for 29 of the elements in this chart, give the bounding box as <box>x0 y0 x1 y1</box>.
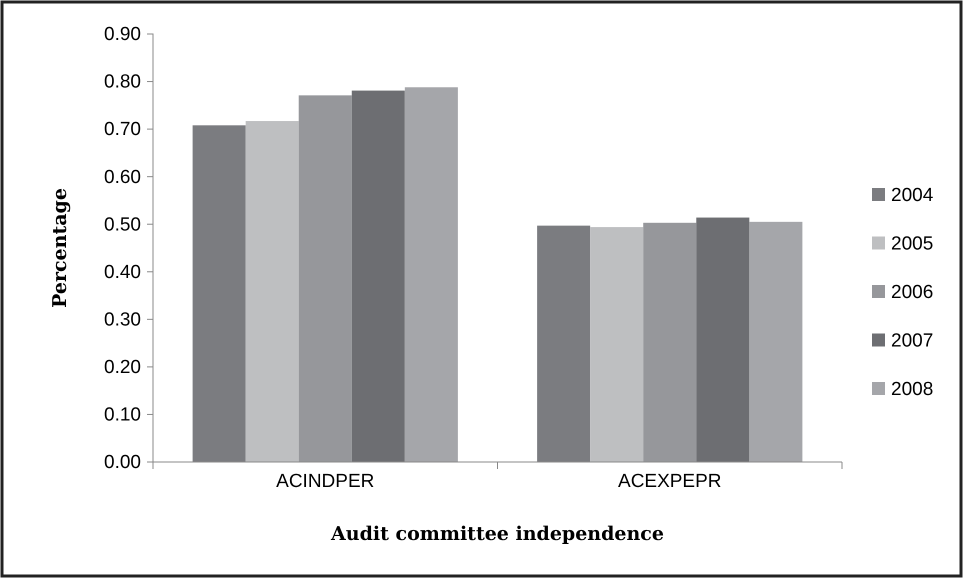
y-tick-label: 0.10 <box>104 404 141 426</box>
x-axis-title: Audit committee independence <box>330 523 664 545</box>
legend-label: 2006 <box>891 282 934 303</box>
bar <box>352 90 405 462</box>
y-tick-label: 0.60 <box>104 166 141 188</box>
y-tick-label: 0.20 <box>104 356 141 378</box>
bar <box>749 222 802 462</box>
y-tick-label: 0.90 <box>104 24 141 46</box>
bar <box>246 121 299 462</box>
y-tick-label: 0.70 <box>104 119 141 140</box>
legend-label: 2005 <box>891 234 934 254</box>
bar <box>643 222 696 462</box>
y-tick-label: 0.80 <box>104 72 141 93</box>
legend-label: 2007 <box>891 330 934 352</box>
y-tick-label: 0.40 <box>104 262 141 283</box>
bar <box>696 218 750 462</box>
x-tick-label: ACEXPEPR <box>618 471 722 492</box>
y-tick-label: 0.00 <box>104 452 141 474</box>
x-tick-label: ACINDPER <box>276 471 374 492</box>
bar <box>192 125 246 462</box>
y-tick-label: 0.30 <box>104 309 141 330</box>
y-axis-title: Percentage <box>49 188 71 308</box>
bar <box>590 227 644 462</box>
bar <box>298 95 352 462</box>
legend-label: 2008 <box>891 379 934 400</box>
bar <box>404 87 458 462</box>
bar <box>537 226 590 462</box>
legend-label: 2004 <box>891 185 934 206</box>
y-tick-label: 0.50 <box>104 214 141 236</box>
